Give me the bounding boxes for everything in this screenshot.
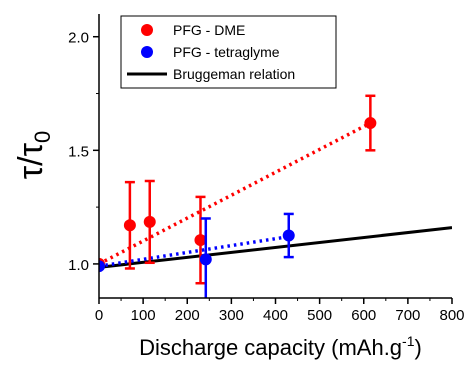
x-tick-label-0: 0 — [95, 307, 103, 324]
data-point-series-1-point-2 — [282, 229, 295, 242]
x-tick-label-5: 500 — [307, 307, 332, 324]
x-tick-label-6: 600 — [351, 307, 376, 324]
x-tick-label-8: 800 — [439, 307, 464, 324]
legend-entry-2: Bruggeman relation — [127, 66, 295, 82]
y-tick-label-0: 1.0 — [68, 257, 89, 274]
x-tick-label-2: 200 — [175, 307, 200, 324]
bruggeman-line — [99, 226, 452, 269]
x-tick-label-1: 100 — [131, 307, 156, 324]
legend-label-2: Bruggeman relation — [173, 66, 295, 82]
data-point-series-0-point-4 — [364, 117, 377, 130]
legend-box — [120, 15, 337, 89]
legend-label-0: PFG - DME — [173, 22, 245, 38]
axes: 0 100 200 300 400 500 600 700 800 1.0 1.5 2.0 Discha… — [12, 14, 465, 360]
plot-area — [99, 94, 452, 298]
y-tick-label-2: 2.0 — [68, 30, 89, 47]
x-tick-label-7: 700 — [395, 307, 420, 324]
x-tick-label-3: 300 — [219, 307, 244, 324]
legend-label-1: PFG - tetraglyme — [173, 44, 280, 60]
data-point-series-0-point-1 — [123, 219, 136, 232]
y-tick-label-1: 1.5 — [68, 143, 89, 160]
legend-entry-1: PFG - tetraglyme — [141, 44, 280, 60]
legend-entry-0: PFG - DME — [141, 22, 245, 38]
data-point-series-1-point-1 — [199, 253, 212, 266]
data-point-series-0-point-3 — [194, 234, 207, 247]
x-tick-label-4: 400 — [263, 307, 288, 324]
legend-marker-1 — [141, 46, 153, 58]
y-axis-title: τ/τ0 — [12, 131, 55, 180]
data-point-series-0-point-2 — [143, 215, 156, 228]
fit-line-series-1 — [99, 234, 290, 268]
fit-line-series-0 — [99, 121, 372, 266]
legend: PFG - DME PFG - tetraglyme Bruggeman relat… — [120, 15, 337, 89]
x-axis-title: Discharge capacity (mAh.g-1) — [139, 333, 422, 360]
legend-marker-0 — [141, 24, 153, 36]
data-point-series-1-point-0 — [99, 260, 105, 273]
